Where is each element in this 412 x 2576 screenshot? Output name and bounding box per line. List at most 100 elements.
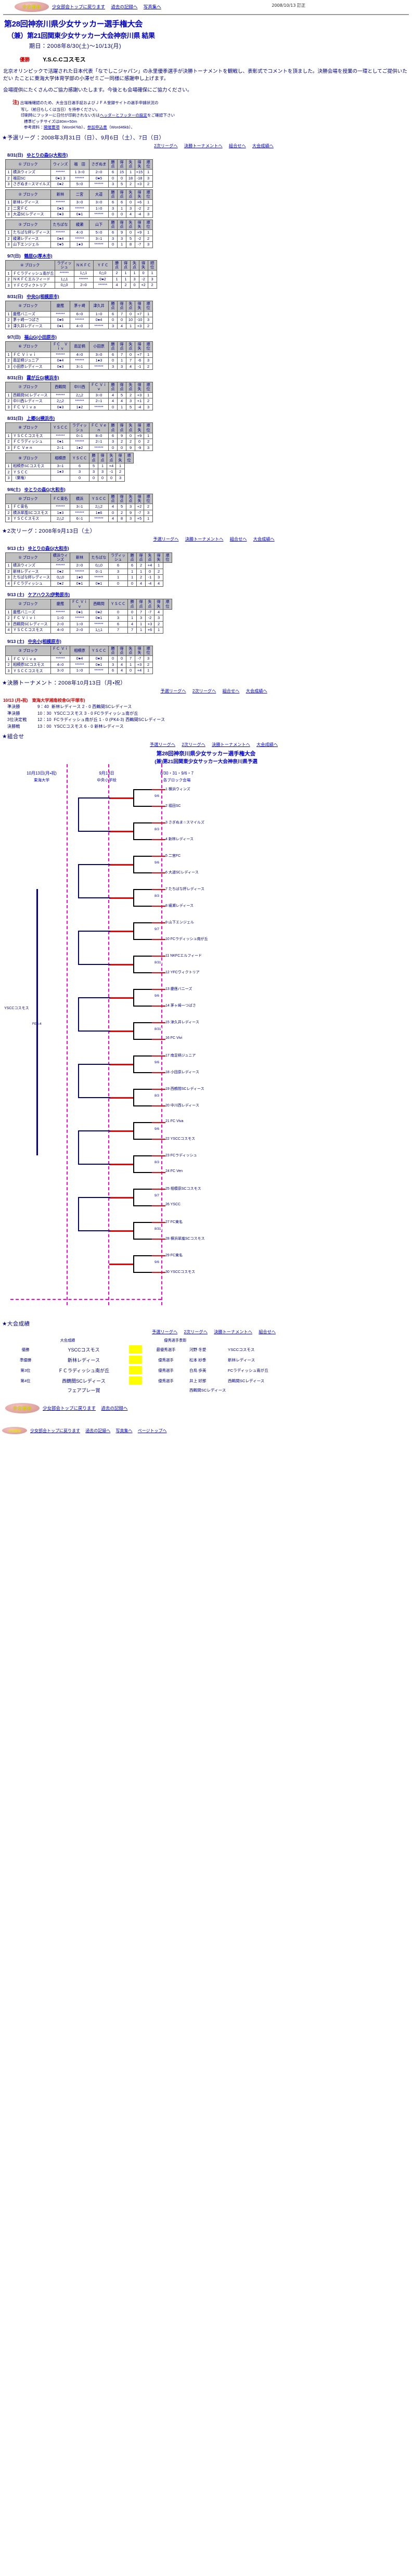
table-block-header: ⑦ ブロック (5, 382, 51, 393)
match-day-group: 9/13 (土) 中央小(相模原市) ③ ブロック ＦＣ Ｖｉｖ 相模原 ＹＳＣＣ 勝点得… (0, 638, 412, 676)
score-cell: 6○0 (70, 311, 89, 318)
nav-final-tournament[interactable]: 決勝トーナメントへ (184, 143, 223, 148)
table-row: 3 たちばな杯レディース 0△0 1●0 ****** 1 1 2 -1 3 (5, 574, 172, 581)
opponent-col-header: 綾瀬 (70, 219, 90, 230)
score-cell: 3 (144, 357, 153, 364)
note-link-guidelines[interactable]: 開催要項 (43, 125, 60, 130)
venue-link[interactable]: 福山G(小田原市) (24, 334, 57, 340)
score-cell: 2○0 (50, 621, 70, 628)
score-cell: 0 (126, 351, 135, 358)
score-cell: 6 (108, 199, 118, 206)
score-cell: 0●5 (89, 175, 109, 182)
venue-link[interactable]: ゆとりの森G(大和市) (28, 545, 69, 551)
nav3-draw[interactable]: 組合せへ (222, 688, 240, 693)
venue-link[interactable]: 霧が丘G(横浜市) (27, 375, 59, 381)
nav3-second[interactable]: 2次リーグへ (192, 688, 216, 693)
final-match-line: 3位決定戦 12：10 FCラディッシュ南が丘 1 - 0 (PK4-3) 西鶴間… (7, 717, 412, 723)
nav2-results[interactable]: 大会成績へ (253, 536, 275, 542)
nav4-final[interactable]: 決勝トーナメントへ (212, 742, 250, 748)
bracket-date-marker: 8/3 (154, 894, 160, 898)
note-line-5c: （Word46kb）、 (107, 125, 135, 130)
score-cell: 5 (117, 504, 126, 510)
stat-col-header: 失点 (126, 341, 135, 352)
bracket-connector-red (152, 1205, 165, 1207)
table-block-header: ① ブロック (5, 159, 51, 170)
table-row: 4 ＦＣラディッシュ 0●2 0●1 0●1 0 0 4 -4 4 (5, 580, 172, 587)
footer-link-archive[interactable]: 過去の記録へ (101, 1406, 128, 1411)
score-cell: 1●3 (50, 509, 70, 517)
venue-link[interactable]: ゆとりの森G(大和市) (27, 152, 68, 158)
bracket-connector-horizontal (133, 1055, 152, 1057)
score-cell: 0 (126, 667, 135, 674)
score-cell: 6 (108, 229, 118, 236)
match-result: FCラディッシュ南が丘 1 - 0 (PK4-3) 西鶴間SCレディース (54, 717, 165, 723)
nav4-results[interactable]: 大会成績へ (256, 742, 278, 748)
nav2-prelim[interactable]: 予選リーグへ (153, 536, 179, 542)
bottom-link-photos[interactable]: 写真集へ (115, 1428, 133, 1433)
opponent-col-header: 津久井 (89, 300, 109, 312)
bracket-team-label: 24 FC Ven (165, 1169, 183, 1174)
nav3-results[interactable]: 大会成績へ (246, 688, 267, 693)
bracket-connector-horizontal (133, 1105, 152, 1107)
draw-heading: ★組合せ (2, 733, 24, 740)
table-block-header: ③ ブロック (5, 219, 52, 230)
bottom-link-pagetop[interactable]: ページトップへ (137, 1428, 167, 1433)
venue-link[interactable]: ゆとりの森G(大和市) (24, 486, 66, 492)
venue-link[interactable]: ケアハウス(伊勢原市) (28, 592, 70, 598)
bracket-connector-red (152, 856, 165, 857)
nav-results[interactable]: 大会成績へ (252, 143, 274, 148)
score-cell: -4 (135, 211, 144, 218)
score-cell: 4 (112, 282, 122, 289)
row-number: 1 (5, 229, 12, 236)
nav5-draw[interactable]: 組合せへ (259, 1330, 276, 1335)
header-link-archive[interactable]: 過去の記録へ (111, 4, 138, 9)
match-day-label: 9/7(日) 福山G(小田原市) (7, 334, 412, 340)
team-name-cell: ＦＣ Ｖｉｖａ (11, 655, 51, 662)
table-block-header: ⑤ ブロック (5, 300, 51, 312)
score-cell: 0 (98, 475, 107, 482)
score-cell: 0 (107, 475, 116, 482)
bottom-link-top[interactable]: 少女部会トップに戻ります (30, 1428, 80, 1433)
nav4-prelim[interactable]: 予選リーグへ (149, 742, 176, 748)
nav-draw[interactable]: 組合せへ (228, 143, 246, 148)
table-row: 3 大道SCレディース 0●3 0●1 ****** 0 0 4 -4 3 (5, 211, 153, 218)
nav3-prelim[interactable]: 予選リーグへ (160, 688, 186, 693)
score-cell: 1●3 (70, 241, 90, 248)
row-number: 1 (5, 392, 12, 399)
final-match-line: 準決勝 9：40 新林レディース 2 - 0 西鶴間SCレディース (7, 704, 412, 710)
nav2-final[interactable]: 決勝トーナメントへ (185, 536, 224, 542)
venue-link[interactable]: 上郷G(横浜市) (27, 416, 55, 421)
nav5-final[interactable]: 決勝トーナメントへ (214, 1330, 252, 1335)
note-link-header-footer[interactable]: ヘッダーとフッターの設定 (99, 113, 147, 118)
score-cell: 3 (144, 211, 153, 218)
header-link-top[interactable]: 少女部会トップに戻ります (52, 4, 106, 9)
nav5-prelim[interactable]: 予選リーグへ (152, 1330, 178, 1335)
header-link-photos[interactable]: 写真集へ (143, 4, 161, 9)
score-cell: 4○0 (70, 323, 89, 330)
score-cell: 3 (147, 276, 157, 283)
bracket-connector-horizontal (133, 822, 152, 824)
score-cell: 3 (108, 181, 118, 188)
nav2-draw[interactable]: 組合せへ (229, 536, 247, 542)
score-cell: 0 (126, 229, 136, 236)
footer-link-top[interactable]: 少女部会トップに戻ります (43, 1406, 96, 1411)
nav5-second[interactable]: 2次リーグへ (184, 1330, 208, 1335)
score-cell: 4 (126, 211, 135, 218)
bracket-connector-red (152, 956, 165, 957)
row-number: 3 (5, 516, 12, 522)
score-cell: 0●1 (70, 580, 90, 587)
nav-second-league[interactable]: 2次リーグへ (154, 143, 178, 148)
bottom-link-archive[interactable]: 過去の記録へ (85, 1428, 111, 1433)
bracket-connector-horizontal (133, 889, 152, 891)
bracket-connector-horizontal (133, 872, 152, 874)
table-row: 1 西鶴間SCレディース ****** 2△2 3○0 4 5 2 +3 1 (5, 392, 153, 399)
venue-link[interactable]: 中央小(相模原市) (28, 638, 61, 644)
header-bar: 少女部会 少女部会トップに戻ります 過去の記録へ 写真集へ (0, 0, 412, 13)
bracket-connector-horizontal (133, 1122, 152, 1124)
row-number: 2 (5, 317, 12, 324)
venue-link[interactable]: 鶴居G(厚木市) (24, 253, 53, 259)
score-cell: +4 (107, 462, 116, 470)
nav4-second[interactable]: 2次リーグへ (182, 742, 205, 748)
venue-link[interactable]: 中央G(相模原市) (27, 293, 59, 299)
note-link-application[interactable]: 参加申込書 (87, 125, 107, 130)
